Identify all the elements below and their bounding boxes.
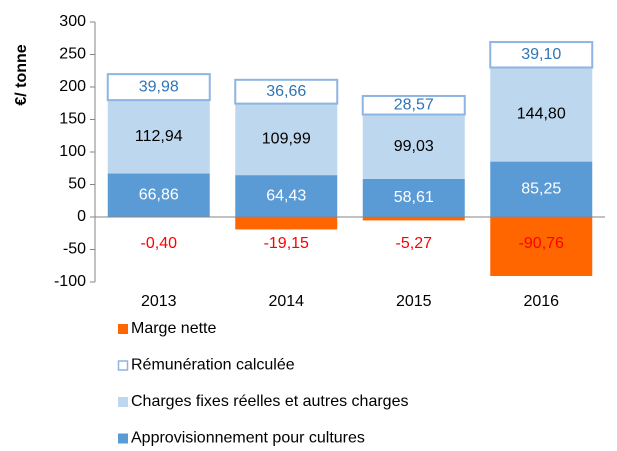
data-label: 144,80 — [517, 106, 566, 123]
data-label: 58,61 — [394, 189, 434, 206]
bar-segment — [362, 114, 465, 179]
data-label: -19,15 — [264, 235, 309, 252]
data-label: 85,25 — [521, 181, 561, 198]
data-label: -90,76 — [519, 235, 564, 252]
legend-swatch — [118, 397, 128, 407]
data-label: 112,94 — [135, 128, 183, 145]
bar-segment — [490, 67, 593, 162]
legend-swatch — [117, 360, 129, 371]
data-label: 39,98 — [139, 78, 179, 95]
y-tick-label: 0 — [77, 208, 86, 225]
bar-segment — [490, 161, 593, 217]
legend-label: Rémunération calculée — [131, 357, 295, 374]
y-tick-label: 300 — [59, 13, 86, 30]
y-tick-label: 150 — [59, 111, 86, 128]
legend-swatch — [118, 433, 128, 444]
bar-segment — [490, 217, 593, 276]
data-label: 28,57 — [394, 96, 434, 113]
data-label: -0,40 — [141, 235, 178, 252]
bar-segment — [235, 217, 338, 230]
bar-segment — [107, 100, 210, 174]
bar-segment — [107, 173, 210, 217]
data-label: 109,99 — [262, 131, 311, 148]
x-tick-label: 2015 — [396, 293, 432, 310]
data-label: 66,86 — [139, 186, 179, 203]
y-tick-label: 50 — [68, 176, 86, 193]
x-tick-label: 2014 — [268, 293, 304, 310]
bar-segment — [235, 175, 338, 217]
bar-segment — [362, 217, 465, 221]
data-label: -5,27 — [396, 235, 433, 252]
bar-segment — [235, 103, 338, 176]
bar-segment — [489, 41, 594, 69]
y-axis-label: €/ tonne — [13, 44, 30, 105]
y-tick-label: 100 — [59, 143, 86, 160]
y-tick-label: 200 — [59, 78, 86, 95]
legend-swatch — [118, 324, 128, 334]
bar-segment — [361, 94, 466, 116]
y-tick-label: 250 — [59, 46, 86, 63]
data-label: 64,43 — [266, 187, 306, 204]
legend-label: Marge nette — [131, 320, 216, 337]
y-tick-label: -50 — [63, 241, 86, 258]
data-label: 36,66 — [266, 83, 306, 100]
data-label: 99,03 — [394, 138, 434, 155]
y-tick-label: -100 — [54, 273, 86, 290]
bar-segment — [234, 78, 339, 105]
bar-segment — [106, 73, 211, 102]
bar-segment — [362, 178, 465, 217]
x-tick-label: 2016 — [523, 293, 559, 310]
legend-label: Charges fixes réelles et autres charges — [131, 393, 408, 410]
data-label: 39,10 — [521, 46, 561, 63]
legend-label: Approvisionnement pour cultures — [131, 430, 365, 447]
x-tick-label: 2013 — [141, 293, 177, 310]
